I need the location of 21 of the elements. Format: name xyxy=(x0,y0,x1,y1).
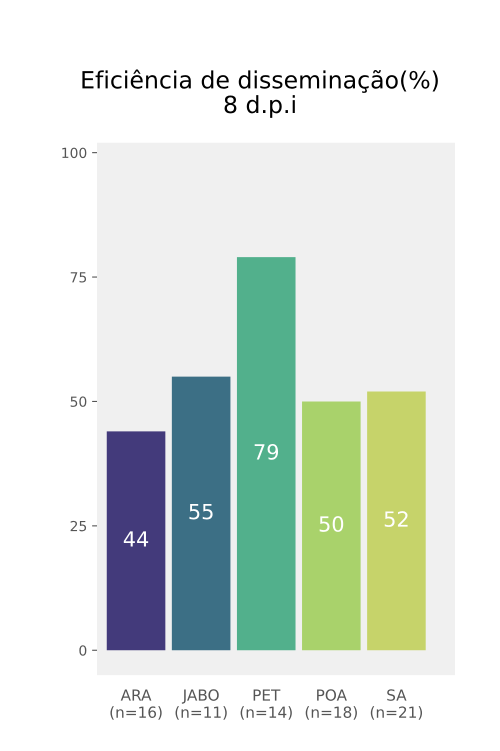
chart-title: Eficiência de disseminação(%) 8 d.p.i xyxy=(82,69,438,118)
data-label: 50 xyxy=(320,516,344,532)
x-tick-label: PET (n=14) xyxy=(240,690,292,720)
bar xyxy=(302,401,361,650)
x-tick-label: SA (n=21) xyxy=(370,689,422,720)
x-tick-label: POA (n=18) xyxy=(306,689,357,720)
y-tick-label: 50 xyxy=(70,396,86,407)
x-tick-label: ARA (n=16) xyxy=(110,690,162,720)
y-tick-label: 100 xyxy=(62,148,86,158)
bar xyxy=(172,376,230,650)
y-tick-label: 25 xyxy=(70,520,86,532)
bar xyxy=(106,431,166,650)
y-tick-label: 75 xyxy=(70,272,86,283)
bar xyxy=(236,257,296,650)
data-label: 55 xyxy=(190,504,213,520)
bar xyxy=(367,392,426,650)
y-tick-label: 0 xyxy=(79,645,86,656)
data-label: 52 xyxy=(384,511,408,527)
data-label: 79 xyxy=(254,444,278,460)
data-label: 44 xyxy=(124,531,148,547)
x-tick-label: JABO (n=11) xyxy=(176,689,227,720)
